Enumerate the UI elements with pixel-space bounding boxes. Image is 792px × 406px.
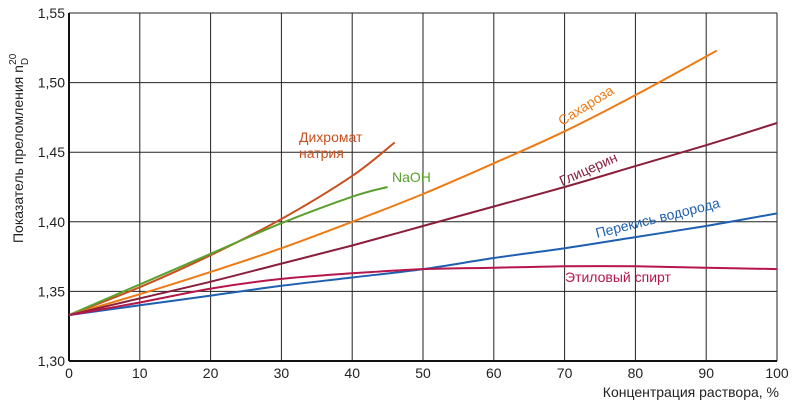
y-axis-label-sub: D (20, 58, 31, 65)
x-tick-label: 30 (274, 365, 290, 381)
series-line (68, 141, 396, 317)
series-label: Дихромат натрия (299, 129, 363, 161)
y-tick-label: 1,45 (38, 144, 65, 160)
grid (69, 12, 778, 361)
series-line (68, 122, 778, 317)
y-axis-label: Показатель преломления nD20 (8, 53, 31, 243)
series-label: Этиловый спирт (565, 269, 671, 285)
x-tick-label: 40 (344, 365, 360, 381)
series-line (68, 49, 718, 317)
series-label-line: натрия (299, 145, 344, 161)
y-axis-label-sup: 20 (8, 53, 19, 65)
y-tick-label: 1,30 (38, 353, 65, 369)
y-tick-labels: 1,30 1,35 1,40 1,45 1,50 1,55 (38, 5, 65, 369)
x-tick-label: 60 (486, 365, 502, 381)
x-tick-label: 0 (65, 365, 73, 381)
series-line (68, 186, 388, 317)
x-tick-label: 10 (132, 365, 148, 381)
series-line (68, 265, 778, 317)
y-tick-label: 1,40 (38, 214, 65, 230)
x-tick-label: 100 (765, 365, 789, 381)
y-tick-label: 1,55 (38, 5, 65, 21)
x-tick-label: 50 (415, 365, 431, 381)
y-tick-label: 1,50 (38, 75, 65, 91)
x-tick-labels: 0 10 20 30 40 50 60 70 80 90 100 (65, 365, 789, 381)
x-axis-label: Концентрация раствора, % (603, 384, 779, 400)
x-tick-label: 90 (698, 365, 714, 381)
x-tick-label: 70 (557, 365, 573, 381)
series-labels: Дихромат натрияNaOHСахарозаГлицеринПереки… (299, 82, 722, 285)
series-label: NaOH (392, 169, 431, 185)
y-tick-label: 1,35 (38, 283, 65, 299)
x-tick-label: 80 (628, 365, 644, 381)
x-tick-label: 20 (203, 365, 219, 381)
series-label-line: Глицерин (557, 149, 620, 189)
plot-frame (68, 13, 777, 362)
series-label: Глицерин (557, 149, 620, 189)
series-label-line: Этиловый спирт (565, 269, 671, 285)
series-lines (68, 49, 778, 317)
series-label-line: NaOH (392, 169, 431, 185)
series-label-line: Дихромат (299, 129, 363, 145)
y-axis-label-main: Показатель преломления n (10, 65, 26, 243)
